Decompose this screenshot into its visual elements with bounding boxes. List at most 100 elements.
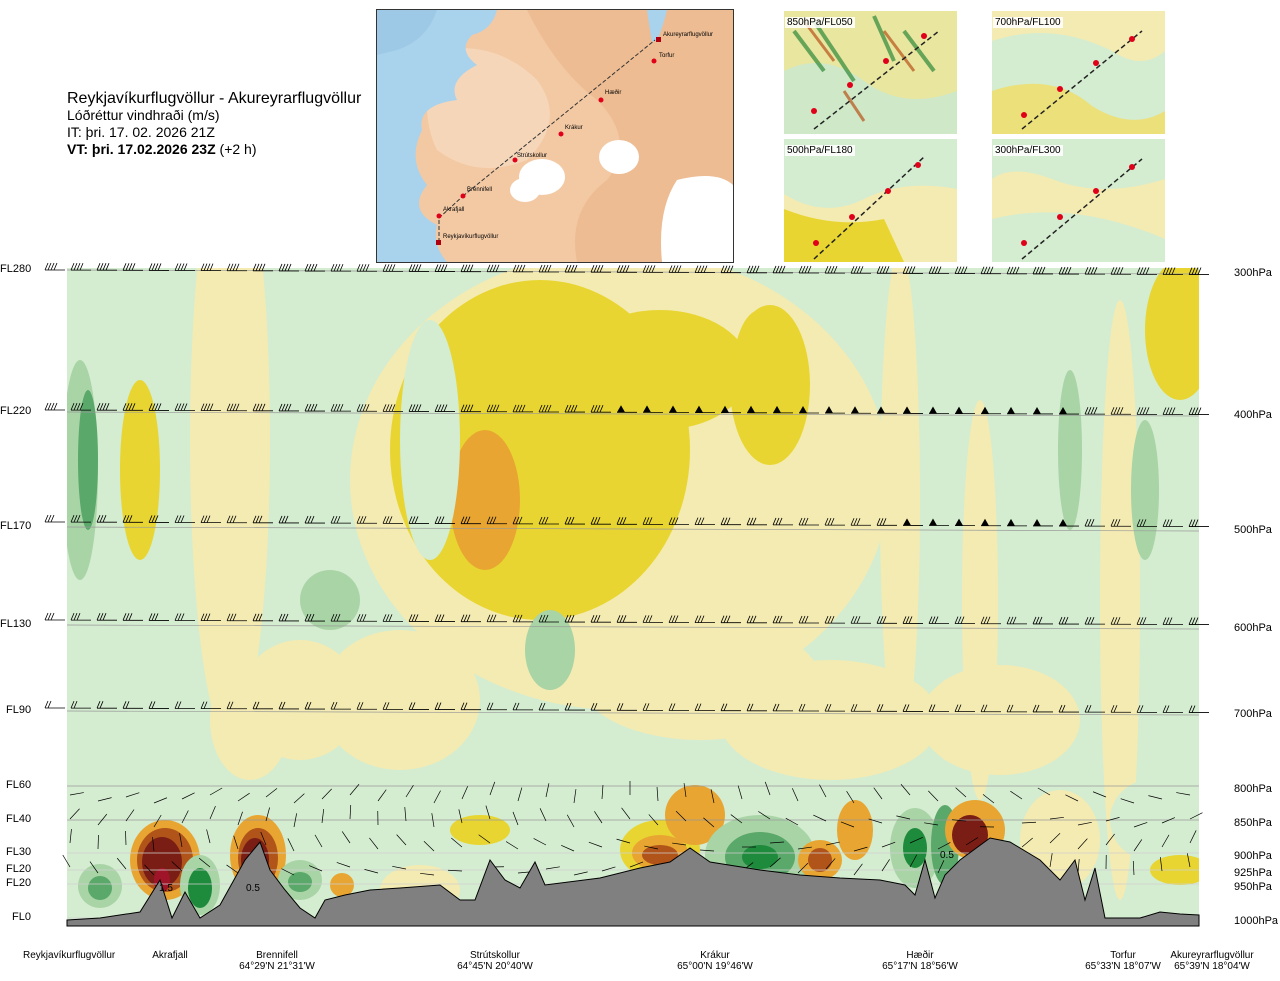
wind-barb [617, 405, 637, 413]
wind-barb [853, 863, 863, 876]
wind-barb [96, 263, 117, 271]
wind-barb [1136, 267, 1157, 275]
location-label: Reykjavíkurflugvöllur [23, 950, 115, 961]
wind-barb [97, 813, 108, 826]
inset-850hpa-field [784, 11, 957, 134]
wind-barb [171, 861, 183, 872]
wind-barb [278, 403, 299, 412]
wind-barb [1077, 838, 1088, 850]
wind-barb [1007, 406, 1027, 415]
wind-barb [1059, 407, 1079, 415]
pressure-tick-label: 850hPa [1234, 817, 1272, 829]
wind-barb [200, 613, 221, 622]
wind-barb [538, 264, 559, 273]
wind-barb [226, 701, 247, 710]
map-label-krakur: Krákur [565, 125, 583, 131]
fl-tick-label: FL170 [0, 520, 32, 532]
wind-barb [304, 263, 325, 272]
wind-barb [252, 515, 273, 524]
wind-barb [1021, 837, 1033, 848]
wind-barb [226, 864, 239, 874]
wind-barb [1084, 519, 1105, 527]
wind-barb [181, 792, 195, 800]
wind-barb [629, 861, 644, 868]
wind-barb [1007, 518, 1027, 527]
field-contour [665, 785, 725, 845]
wind-barb [798, 265, 819, 274]
field-contour [120, 380, 160, 560]
inset-850hpa-label: 850hPa/FL050 [785, 17, 855, 28]
pressure-tick-label: 950hPa [1234, 881, 1272, 893]
wind-barb [877, 406, 897, 414]
wind-barb [408, 404, 429, 412]
wind-barb [200, 403, 221, 412]
wind-barb [144, 864, 155, 876]
wind-barb [460, 264, 481, 273]
wind-barb [505, 841, 519, 850]
wind-barb [265, 807, 270, 822]
wind-barbs [44, 262, 1209, 876]
pressure-tick-label: 925hPa [1234, 867, 1272, 879]
field-contour [952, 815, 988, 855]
wind-barb [486, 516, 507, 525]
wind-barb [69, 808, 80, 820]
wind-barb [356, 404, 377, 412]
wind-barb [909, 854, 918, 868]
wind-barb [485, 805, 491, 820]
wind-barb [1105, 817, 1120, 822]
map-label-strutskollur: Strútskollur [517, 153, 547, 159]
wind-barb [669, 405, 689, 413]
waypoint-krakur [558, 131, 564, 137]
wind-barb [1110, 705, 1131, 713]
wind-barb [62, 854, 71, 868]
waypoint-strutskollur [512, 157, 518, 163]
wind-barb [486, 264, 507, 273]
wind-barb [423, 841, 435, 852]
wind-barb [1188, 267, 1209, 275]
wind-barb [773, 405, 793, 414]
wind-barb [1032, 616, 1053, 625]
location-coord: 65°00'N 19°46'W [677, 961, 753, 972]
wind-barb [850, 518, 871, 526]
location-name: Akureyrarflugvöllur [1170, 950, 1254, 961]
wind-barb [281, 868, 295, 876]
wind-barb [1110, 617, 1131, 625]
wind-barb [1049, 833, 1061, 844]
wind-barb [148, 701, 169, 709]
wind-barb [287, 838, 295, 852]
wind-barb [1058, 704, 1079, 713]
wind-barb [588, 841, 603, 848]
wind-barb [909, 836, 923, 844]
wind-barb [174, 701, 195, 709]
wind-barb [226, 613, 247, 622]
wind-barb [1033, 406, 1053, 415]
location-label: Akureyrarflugvöllur 65°39'N 18°04'W [1167, 950, 1257, 972]
wind-barb [153, 797, 168, 804]
wind-barb [252, 403, 273, 412]
wind-barb [200, 263, 221, 272]
wind-barb [1161, 834, 1170, 848]
wind-barb [1092, 791, 1107, 798]
wind-barb [954, 616, 975, 625]
wind-barb [772, 615, 793, 624]
field-contour [320, 630, 480, 770]
wind-barb [1010, 790, 1023, 800]
wind-barb [642, 517, 663, 525]
location-coord: 65°17'N 18°56'W [882, 961, 958, 972]
wind-barb [512, 264, 533, 273]
pressure-tick-label: 400hPa [1234, 409, 1272, 421]
wind-barb [769, 841, 784, 844]
wind-barb [644, 845, 659, 850]
wind-barb [122, 701, 143, 709]
fl-tick-label: FL130 [0, 618, 32, 630]
wind-barb [293, 793, 305, 804]
wind-barb [1049, 853, 1053, 868]
wind-barb [1006, 266, 1027, 275]
wind-barb [564, 614, 585, 623]
wind-barb [902, 616, 923, 624]
wind-barb [902, 266, 923, 274]
wind-barb [44, 514, 65, 523]
wind-barb [252, 701, 273, 710]
wind-barb [1186, 853, 1191, 868]
pressure-tick-label: 300hPa [1234, 267, 1272, 279]
